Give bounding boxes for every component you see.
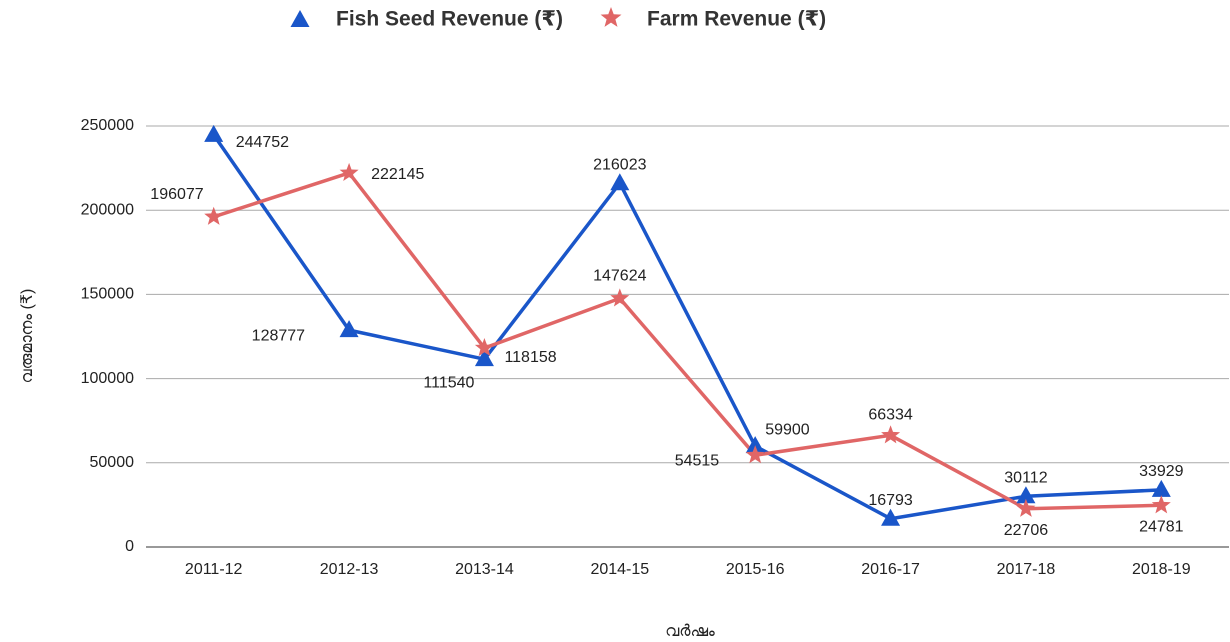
data-label: 196077 [150, 186, 203, 203]
x-tick-label: 2015-16 [726, 561, 785, 578]
data-label: 222145 [371, 166, 424, 183]
legend-marker [290, 10, 310, 27]
y-tick-label: 250000 [81, 117, 134, 134]
y-tick-label: 0 [125, 538, 134, 555]
marker [1151, 479, 1171, 497]
marker [1016, 498, 1036, 517]
data-label: 30112 [1004, 470, 1047, 487]
x-tick-label: 2017-18 [997, 561, 1056, 578]
x-tick-label: 2011-12 [185, 561, 243, 578]
legend-label: Fish Seed Revenue (₹) [336, 8, 563, 31]
y-tick-label: 50000 [90, 454, 135, 471]
marker [474, 349, 494, 367]
data-label: 66334 [868, 407, 913, 424]
x-tick-label: 2018-19 [1132, 561, 1191, 578]
data-label: 128777 [252, 327, 305, 344]
data-label: 33929 [1139, 463, 1184, 480]
data-label: 216023 [593, 156, 646, 173]
data-label: 16793 [868, 492, 913, 509]
marker [1151, 495, 1171, 514]
y-tick-label: 100000 [81, 370, 134, 387]
marker [745, 445, 765, 464]
data-label: 59900 [765, 421, 810, 438]
x-tick-label: 2016-17 [861, 561, 920, 578]
marker [339, 162, 359, 181]
x-axis-label: വർഷം [665, 623, 715, 640]
marker [610, 173, 630, 191]
marker [1016, 486, 1036, 504]
data-label: 118158 [504, 349, 556, 366]
legend-marker [600, 7, 622, 27]
marker [474, 338, 494, 357]
data-label: 22706 [1004, 522, 1049, 539]
series-line [212, 133, 1162, 521]
marker [204, 124, 224, 142]
x-tick-label: 2012-13 [320, 561, 379, 578]
data-label: 244752 [236, 134, 289, 151]
y-axis-label: വരുമാനം (₹) [19, 289, 36, 384]
marker [881, 425, 901, 444]
marker [204, 206, 224, 225]
y-tick-label: 200000 [81, 201, 134, 218]
data-label: 147624 [593, 268, 646, 285]
data-label: 111540 [423, 374, 474, 391]
marker [610, 288, 630, 307]
x-tick-label: 2014-15 [590, 561, 649, 578]
data-label: 54515 [675, 452, 720, 469]
legend-label: Farm Revenue (₹) [647, 8, 826, 31]
marker [339, 320, 359, 338]
marker [745, 436, 765, 454]
data-label: 24781 [1139, 518, 1184, 535]
y-tick-label: 150000 [81, 286, 134, 303]
marker [881, 508, 901, 526]
series-line [213, 171, 1162, 511]
x-tick-label: 2013-14 [455, 561, 514, 578]
